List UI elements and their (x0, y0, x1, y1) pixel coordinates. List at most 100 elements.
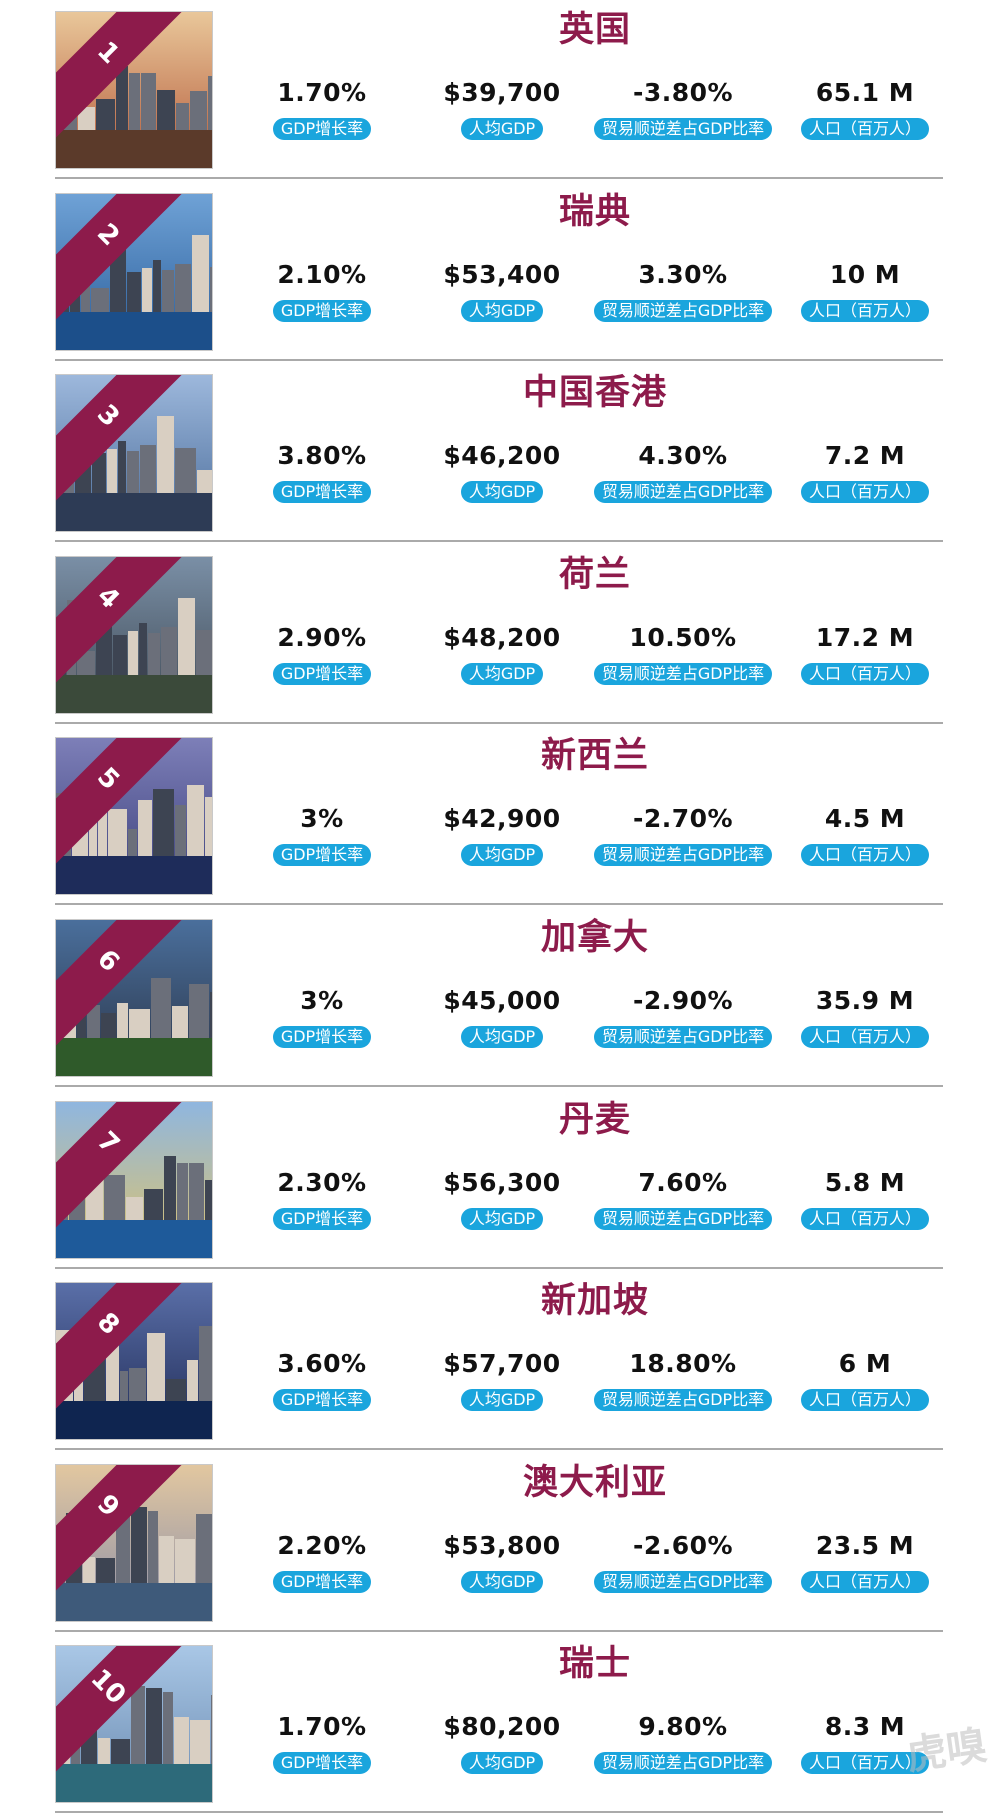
gdp-per-capita-stat: $80,200 人均GDP (412, 1712, 592, 1775)
trade-balance-value: -3.80% (632, 78, 734, 107)
city-photo: 4 (56, 556, 212, 713)
country-name: 荷兰 (558, 554, 631, 595)
gdp-growth-stat: 2.10% GDP增长率 (232, 260, 412, 322)
gdp-per-capita-label: 人均GDP (460, 662, 544, 685)
gdp-growth-label: GDP增长率 (272, 1207, 372, 1230)
country-name: 瑞士 (558, 1644, 631, 1685)
country-row-6: 6 加拿大 3% GDP增长率 $45,000 人均GDP -2.90% 贸易顺… (0, 908, 1000, 1090)
gdp-growth-value: 3.60% (277, 1349, 367, 1379)
gdp-growth-stat: 3.60% GDP增长率 (232, 1349, 412, 1412)
gdp-per-capita-label: 人均GDP (460, 1207, 544, 1230)
country-row-10: 10 瑞士 1.70% GDP增长率 $80,200 人均GDP 9.80% 贸… (0, 1634, 1000, 1816)
gdp-growth-value: 3% (300, 986, 344, 1015)
row-divider (55, 1085, 943, 1087)
trade-balance-label: 贸易顺逆差占GDP比率 (593, 1207, 773, 1230)
country-name: 新西兰 (540, 736, 649, 777)
trade-balance-label: 贸易顺逆差占GDP比率 (593, 1752, 773, 1775)
gdp-per-capita-value: $57,700 (443, 1349, 561, 1379)
rank-number: 6 (90, 943, 126, 979)
country-row-3: 3 中国香港 3.80% GDP增长率 $46,200 人均GDP 4.30% … (0, 363, 1000, 545)
population-stat: 6 M 人口（百万人） (775, 1349, 955, 1412)
population-label: 人口（百万人） (800, 1752, 929, 1775)
gdp-growth-stat: 3% GDP增长率 (232, 804, 412, 867)
gdp-growth-value: 2.30% (277, 1167, 367, 1197)
row-divider (55, 1811, 943, 1814)
trade-balance-stat: 9.80% 贸易顺逆差占GDP比率 (593, 1712, 773, 1775)
gdp-per-capita-stat: $46,200 人均GDP (412, 441, 592, 504)
trade-balance-value: 3.30% (638, 259, 728, 289)
population-stat: 5.8 M 人口（百万人） (775, 1168, 955, 1230)
gdp-growth-label: GDP增长率 (272, 844, 372, 867)
gdp-per-capita-value: $46,200 (443, 441, 561, 471)
population-stat: 8.3 M 人口（百万人） (775, 1712, 955, 1775)
trade-balance-value: -2.90% (632, 986, 734, 1015)
population-label: 人口（百万人） (800, 118, 929, 140)
trade-balance-stat: -3.80% 贸易顺逆差占GDP比率 (593, 78, 773, 140)
population-stat: 23.5 M 人口（百万人） (775, 1531, 955, 1593)
population-value: 7.2 M (824, 441, 906, 471)
rank-number: 2 (90, 217, 126, 252)
trade-balance-value: 4.30% (638, 441, 728, 471)
trade-balance-value: 7.60% (638, 1167, 728, 1197)
population-stat: 17.2 M 人口（百万人） (775, 623, 955, 685)
city-photo: 2 (56, 193, 212, 350)
country-row-1: 1 英国 1.70% GDP增长率 $39,700 人均GDP -3.80% 贸… (0, 0, 1000, 182)
gdp-growth-stat: 3% GDP增长率 (232, 986, 412, 1048)
trade-balance-value: 9.80% (638, 1712, 728, 1742)
gdp-per-capita-label: 人均GDP (460, 1026, 544, 1048)
gdp-growth-value: 3% (300, 804, 344, 834)
gdp-per-capita-value: $53,800 (443, 1530, 561, 1560)
trade-balance-stat: -2.60% 贸易顺逆差占GDP比率 (593, 1531, 773, 1593)
row-divider (55, 721, 943, 724)
country-name: 英国 (558, 10, 631, 50)
rank-number: 9 (90, 1488, 126, 1523)
population-stat: 35.9 M 人口（百万人） (775, 986, 955, 1048)
trade-balance-stat: -2.90% 贸易顺逆差占GDP比率 (593, 986, 773, 1048)
trade-balance-label: 贸易顺逆差占GDP比率 (593, 299, 773, 322)
row-divider (55, 1448, 943, 1451)
trade-balance-label: 贸易顺逆差占GDP比率 (593, 844, 773, 867)
population-label: 人口（百万人） (800, 481, 929, 504)
gdp-per-capita-value: $48,200 (443, 622, 561, 652)
gdp-per-capita-value: $53,400 (443, 259, 561, 289)
trade-balance-stat: 3.30% 贸易顺逆差占GDP比率 (593, 260, 773, 322)
gdp-growth-label: GDP增长率 (272, 1026, 372, 1048)
gdp-per-capita-value: $45,000 (443, 986, 561, 1015)
country-name: 澳大利亚 (522, 1462, 667, 1503)
trade-balance-label: 贸易顺逆差占GDP比率 (593, 1570, 773, 1593)
gdp-growth-value: 3.80% (277, 441, 367, 471)
gdp-growth-label: GDP增长率 (272, 1752, 372, 1775)
trade-balance-stat: -2.70% 贸易顺逆差占GDP比率 (593, 804, 773, 867)
gdp-per-capita-stat: $57,700 人均GDP (412, 1349, 592, 1412)
gdp-growth-value: 2.20% (277, 1530, 367, 1560)
row-divider (55, 903, 943, 906)
population-value: 17.2 M (815, 622, 915, 652)
rank-number: 8 (90, 1307, 126, 1342)
gdp-per-capita-label: 人均GDP (460, 481, 544, 504)
city-photo: 7 (56, 1101, 212, 1258)
trade-balance-label: 贸易顺逆差占GDP比率 (593, 1389, 773, 1412)
rank-number: 5 (90, 762, 126, 797)
population-value: 6 M (838, 1349, 892, 1379)
country-name: 瑞典 (558, 191, 631, 232)
population-label: 人口（百万人） (800, 1570, 929, 1593)
population-label: 人口（百万人） (800, 299, 929, 322)
row-divider (55, 1629, 943, 1632)
gdp-growth-label: GDP增长率 (272, 118, 372, 140)
row-divider (55, 540, 943, 543)
gdp-per-capita-stat: $39,700 人均GDP (412, 78, 592, 140)
gdp-growth-label: GDP增长率 (272, 1570, 372, 1593)
country-name: 加拿大 (540, 918, 649, 958)
gdp-growth-stat: 3.80% GDP增长率 (232, 441, 412, 504)
country-name: 新加坡 (540, 1281, 649, 1322)
city-photo: 3 (56, 375, 212, 532)
population-value: 10 M (829, 259, 901, 289)
population-stat: 4.5 M 人口（百万人） (775, 804, 955, 867)
gdp-per-capita-stat: $56,300 人均GDP (412, 1168, 592, 1230)
gdp-growth-label: GDP增长率 (272, 481, 372, 504)
country-name: 中国香港 (522, 373, 667, 414)
city-photo: 6 (56, 920, 212, 1076)
trade-balance-stat: 4.30% 贸易顺逆差占GDP比率 (593, 441, 773, 504)
gdp-per-capita-value: $56,300 (443, 1167, 561, 1197)
gdp-per-capita-value: $39,700 (443, 78, 561, 107)
